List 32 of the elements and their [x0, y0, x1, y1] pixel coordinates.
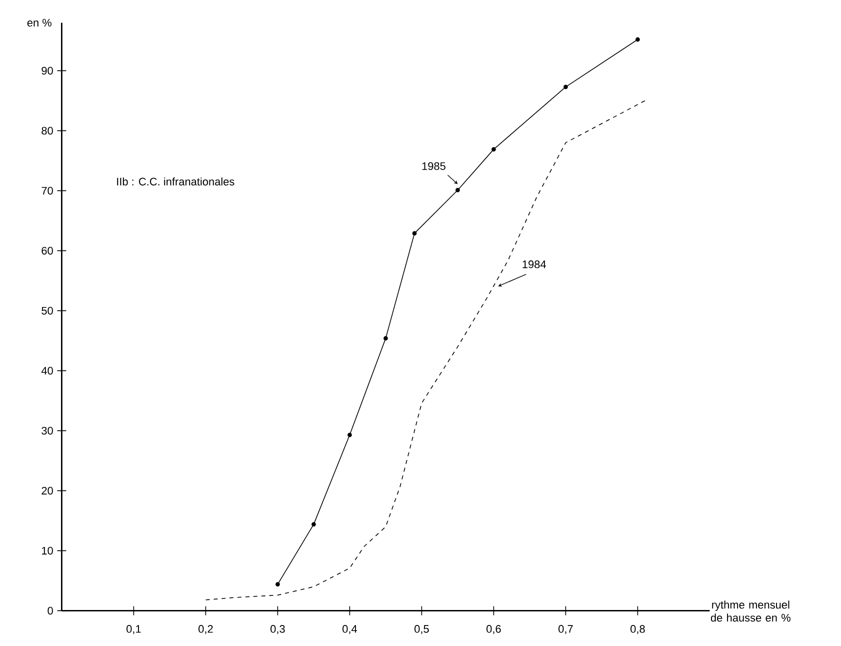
x-tick-label: 0,7 [558, 625, 573, 634]
x-tick-label: 0,2 [198, 625, 213, 634]
series-label: 1984 [522, 260, 546, 268]
y-tick-label: 10 [42, 546, 53, 555]
x-axis-title: rythme mensuel de hausse en % [710, 600, 790, 622]
y-tick-label: 50 [42, 306, 53, 315]
point [636, 37, 640, 42]
y-tick-label: 90 [42, 66, 53, 75]
y-axis-title: en % [27, 18, 52, 27]
y-tick-label: 70 [42, 186, 53, 195]
y-tick-label: 80 [42, 126, 53, 135]
x-tick-label: 0,3 [270, 625, 285, 634]
x-tick-label: 0,4 [342, 625, 357, 634]
x-tick-label: 0,6 [486, 625, 501, 634]
point [492, 147, 496, 152]
point [312, 522, 316, 526]
series-label: 1985 [422, 162, 446, 170]
y-tick-label: 60 [42, 246, 53, 255]
y-tick-label: 20 [42, 486, 53, 495]
x-tick-label: 0,1 [126, 625, 141, 634]
point [456, 188, 460, 192]
annotation: IIb : C.C. infranationales [117, 177, 234, 186]
point [384, 336, 388, 340]
point [564, 84, 568, 90]
point [276, 582, 280, 586]
point [348, 432, 352, 438]
x-tick-label: 0,8 [630, 625, 645, 634]
x-tick-label: 0,5 [414, 625, 429, 634]
y-tick-label: 30 [42, 426, 53, 435]
point [412, 231, 417, 236]
y-tick-label: 40 [41, 366, 53, 375]
y-tick-label: 0 [48, 606, 53, 615]
